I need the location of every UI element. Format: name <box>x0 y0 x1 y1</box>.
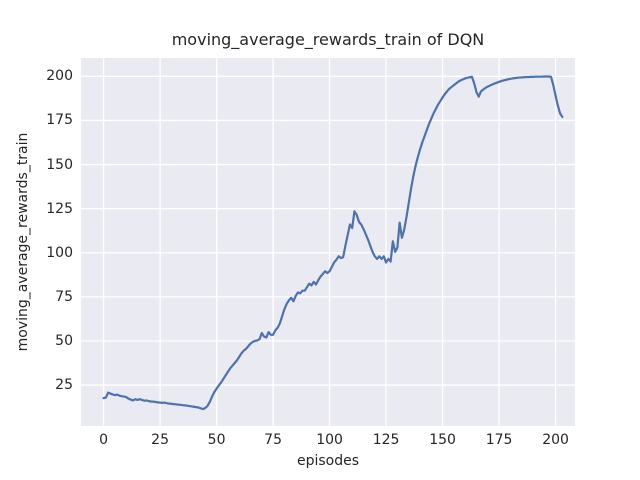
x-tick-label: 0 <box>99 432 109 448</box>
plot-area <box>81 58 575 426</box>
x-tick-label: 75 <box>264 432 282 448</box>
x-tick-label: 25 <box>151 432 169 448</box>
x-axis-label: episodes <box>296 453 360 469</box>
x-tick-label: 175 <box>485 432 513 448</box>
chart-title: moving_average_rewards_train of DQN <box>171 30 485 49</box>
y-tick-label: 200 <box>46 68 73 85</box>
x-tick-label: 100 <box>316 432 343 448</box>
gridlines <box>81 58 575 426</box>
y-tick-label: 50 <box>55 332 73 349</box>
chart-canvas <box>81 58 575 426</box>
x-tick-label: 150 <box>429 432 456 448</box>
y-tick-label: 75 <box>55 288 73 305</box>
y-tick-label: 150 <box>46 156 73 173</box>
y-tick-label: 125 <box>46 200 73 217</box>
y-tick-label: 25 <box>55 377 73 394</box>
x-tick-label: 200 <box>542 432 569 448</box>
x-tick-label: 125 <box>372 432 400 448</box>
data-line <box>102 75 564 411</box>
x-tick-label: 50 <box>207 432 226 448</box>
y-tick-label: 100 <box>46 244 73 261</box>
y-tick-label: 175 <box>46 112 73 129</box>
